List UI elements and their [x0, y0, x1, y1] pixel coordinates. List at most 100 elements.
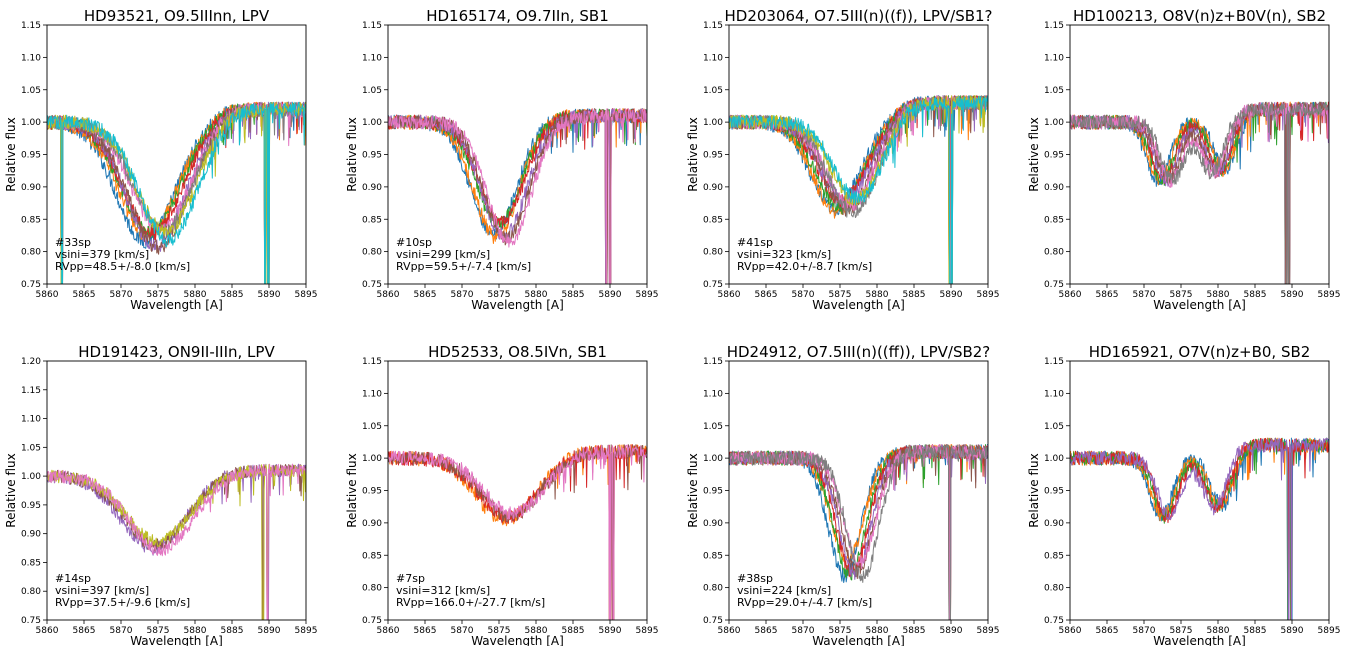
x-tick-label: 5870 — [1133, 626, 1156, 636]
subplot-title: HD165174, O9.7IIn, SB1 — [426, 7, 609, 25]
y-tick-label: 0.95 — [1044, 151, 1064, 161]
y-tick-label: 0.80 — [703, 584, 723, 594]
y-axis-label: Relative flux — [1027, 453, 1041, 527]
x-tick-label: 5890 — [599, 626, 622, 636]
x-tick-label: 5880 — [866, 290, 889, 300]
series-group — [729, 95, 988, 284]
spectrum-line-7 — [1070, 101, 1329, 284]
y-axis-label: Relative flux — [1027, 117, 1041, 191]
x-tick-label: 5875 — [147, 626, 170, 636]
y-tick-label: 1.00 — [1044, 454, 1064, 464]
y-tick-label: 0.85 — [1044, 215, 1064, 225]
annotation-line-1: #14sp — [55, 572, 91, 585]
x-tick-label: 5890 — [940, 626, 963, 636]
y-axis-label: Relative flux — [686, 453, 700, 527]
y-axis-label: Relative flux — [345, 117, 359, 191]
spectrum-line-8 — [1070, 101, 1329, 284]
y-tick-label: 1.15 — [703, 21, 723, 31]
annotation-line-2: vsini=397 [km/s] — [55, 584, 149, 597]
x-tick-label: 5865 — [73, 290, 96, 300]
y-tick-label: 1.10 — [362, 53, 382, 63]
x-tick-label: 5895 — [295, 290, 318, 300]
y-tick-label: 1.05 — [21, 443, 41, 453]
x-tick-label: 5860 — [1059, 290, 1082, 300]
series-group — [47, 101, 306, 284]
x-tick-label: 5870 — [451, 626, 474, 636]
x-tick-label: 5880 — [866, 626, 889, 636]
y-tick-label: 0.85 — [362, 551, 382, 561]
y-tick-label: 0.85 — [703, 551, 723, 561]
x-tick-label: 5865 — [73, 626, 96, 636]
x-tick-label: 5875 — [829, 626, 852, 636]
x-axis-label: Wavelength [A] — [1153, 298, 1246, 312]
x-tick-label: 5865 — [755, 626, 778, 636]
y-tick-label: 0.95 — [703, 151, 723, 161]
spectrum-line-4 — [47, 463, 306, 620]
y-axis-label: Relative flux — [4, 453, 18, 527]
y-tick-label: 0.75 — [1044, 280, 1064, 290]
y-tick-label: 1.15 — [703, 357, 723, 367]
subplot-7: 5860 5865 5870 5875 5880 5885 5890 5895 0.75 0.80… — [686, 343, 999, 646]
x-axis-label: Wavelength [A] — [1153, 634, 1246, 646]
y-tick-label: 0.95 — [21, 151, 41, 161]
y-tick-label: 0.90 — [1044, 519, 1064, 529]
y-tick-label: 1.00 — [362, 118, 382, 128]
x-axis-label: Wavelength [A] — [471, 634, 564, 646]
y-tick-label: 0.80 — [703, 248, 723, 258]
spectrum-line-7 — [388, 108, 647, 284]
subplot-title: HD100213, O8V(n)z+B0V(n), SB2 — [1073, 7, 1326, 25]
y-tick-label: 0.75 — [21, 616, 41, 626]
x-tick-label: 5875 — [829, 290, 852, 300]
y-tick-label: 0.75 — [1044, 616, 1064, 626]
y-tick-label: 1.00 — [1044, 118, 1064, 128]
x-tick-label: 5860 — [36, 626, 59, 636]
x-tick-label: 5870 — [110, 290, 133, 300]
y-tick-label: 1.05 — [703, 86, 723, 96]
y-tick-label: 0.95 — [362, 151, 382, 161]
x-tick-label: 5890 — [1281, 290, 1304, 300]
y-tick-label: 1.10 — [703, 53, 723, 63]
y-tick-label: 1.15 — [21, 386, 41, 396]
x-axis-label: Wavelength [A] — [812, 634, 905, 646]
y-tick-label: 0.85 — [362, 215, 382, 225]
y-tick-label: 1.15 — [362, 357, 382, 367]
subplot-title: HD191423, ON9II-IIIn, LPV — [78, 343, 275, 361]
x-tick-label: 5875 — [488, 290, 511, 300]
x-tick-label: 5875 — [488, 626, 511, 636]
x-tick-label: 5860 — [718, 290, 741, 300]
spectrum-line-3 — [1070, 101, 1329, 284]
y-tick-label: 1.10 — [703, 389, 723, 399]
subplot-title: HD24912, O7.5III(n)((ff)), LPV/SB2? — [727, 343, 991, 361]
x-tick-label: 5865 — [1096, 626, 1119, 636]
x-tick-label: 5880 — [525, 626, 548, 636]
series-group — [47, 463, 306, 620]
x-tick-label: 5895 — [295, 626, 318, 636]
subplot-3: 5860 5865 5870 5875 5880 5885 5890 5895 0.75 0.80… — [686, 7, 999, 312]
y-tick-label: 0.75 — [21, 280, 41, 290]
annotation-line-1: #38sp — [737, 572, 773, 585]
y-tick-label: 0.90 — [362, 183, 382, 193]
y-tick-label: 1.00 — [21, 472, 41, 482]
x-axis-label: Wavelength [A] — [812, 298, 905, 312]
x-tick-label: 5870 — [792, 290, 815, 300]
y-tick-label: 0.95 — [362, 487, 382, 497]
x-tick-label: 5885 — [221, 290, 244, 300]
x-tick-label: 5860 — [377, 626, 400, 636]
y-tick-label: 0.80 — [1044, 248, 1064, 258]
spectrum-line-4 — [388, 444, 647, 620]
y-tick-label: 1.00 — [21, 118, 41, 128]
y-tick-label: 0.75 — [703, 616, 723, 626]
series-group — [388, 444, 647, 620]
y-tick-label: 1.15 — [1044, 21, 1064, 31]
y-axis-label: Relative flux — [4, 117, 18, 191]
x-tick-label: 5870 — [1133, 290, 1156, 300]
y-tick-label: 1.20 — [21, 357, 41, 367]
series-group — [388, 108, 647, 284]
x-tick-label: 5895 — [636, 626, 659, 636]
subplot-5: 5860 5865 5870 5875 5880 5885 5890 5895 0.75 0.80… — [4, 343, 317, 646]
x-tick-label: 5880 — [184, 290, 207, 300]
annotation-line-1: #7sp — [396, 572, 425, 585]
y-tick-label: 0.80 — [362, 584, 382, 594]
x-tick-label: 5885 — [1244, 626, 1267, 636]
x-tick-label: 5890 — [940, 290, 963, 300]
